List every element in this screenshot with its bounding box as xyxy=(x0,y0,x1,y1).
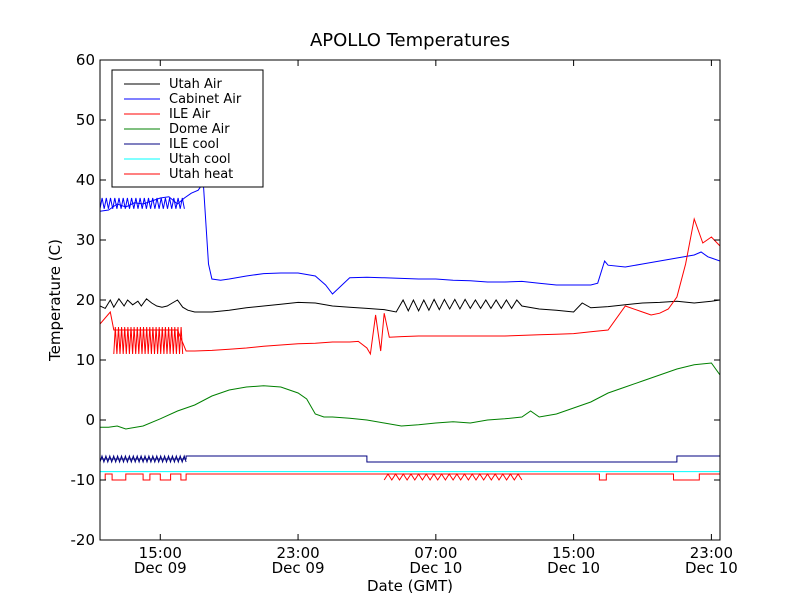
x-tick-time-label: 15:00 xyxy=(139,544,182,562)
y-tick-label: -10 xyxy=(71,471,96,489)
legend-label-dome-air: Dome Air xyxy=(169,122,230,137)
series-line-utah-heat xyxy=(100,473,720,481)
y-axis: 60 50 40 30 20 10 0 -10 -20 xyxy=(71,51,720,549)
y-tick-label: 20 xyxy=(76,291,95,309)
series-line-dome-air xyxy=(100,362,720,430)
y-tick-label: 60 xyxy=(76,51,95,69)
y-axis-label: Temperature (C) xyxy=(46,239,64,362)
oscillation-ile-cool xyxy=(100,454,187,464)
y-tick-label: -20 xyxy=(71,531,96,549)
series-line-ile-air xyxy=(100,217,720,356)
x-tick-date-label: Dec 09 xyxy=(272,559,325,577)
y-tick-label: 50 xyxy=(76,111,95,129)
series-line-ile-cool xyxy=(100,455,720,463)
series-line-utah-air xyxy=(100,297,720,313)
x-tick-time-label: 15:00 xyxy=(552,544,595,562)
x-tick-date-label: Dec 10 xyxy=(685,559,738,577)
legend-label-utah-air: Utah Air xyxy=(169,77,222,92)
y-tick-label: 0 xyxy=(85,411,95,429)
legend-label-ile-air: ILE Air xyxy=(169,107,211,122)
legend-label-utah-cool: Utah cool xyxy=(169,152,231,167)
y-tick-label: 10 xyxy=(76,351,95,369)
oscillation-utah-heat xyxy=(383,473,523,481)
x-tick-date-label: Dec 10 xyxy=(547,559,600,577)
x-tick-date-label: Dec 10 xyxy=(409,559,462,577)
legend-label-utah-heat: Utah heat xyxy=(169,167,233,182)
x-tick-date-label: Dec 09 xyxy=(134,559,187,577)
oscillation-cabinet-air xyxy=(100,197,185,209)
y-tick-label: 40 xyxy=(76,171,95,189)
x-tick-time-label: 23:00 xyxy=(276,544,319,562)
legend-label-ile-cool: ILE cool xyxy=(169,137,219,152)
series-layer xyxy=(100,181,720,481)
legend-label-cabinet-air: Cabinet Air xyxy=(169,92,242,107)
y-tick-label: 30 xyxy=(76,231,95,249)
chart-title: APOLLO Temperatures xyxy=(310,30,510,51)
oscillation-ile-air xyxy=(113,326,184,355)
x-tick-time-label: 23:00 xyxy=(690,544,733,562)
x-tick-time-label: 07:00 xyxy=(414,544,457,562)
x-axis-label: Date (GMT) xyxy=(367,577,453,595)
